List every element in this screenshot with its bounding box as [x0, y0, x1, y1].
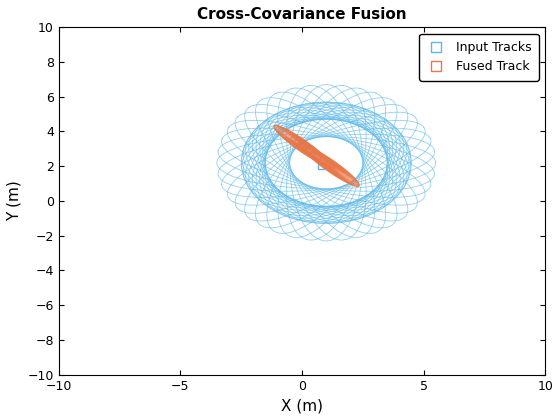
- Input Tracks: [432, 160, 439, 165]
- Fused Track: [300, 144, 307, 149]
- Legend: Input Tracks, Fused Track: Input Tracks, Fused Track: [419, 34, 539, 81]
- Fused Track: [300, 144, 307, 149]
- Fused Track: [297, 142, 304, 147]
- Fused Track: [298, 143, 305, 148]
- Input Tracks: [309, 186, 315, 191]
- Input Tracks: [323, 186, 329, 192]
- Input Tracks: [235, 145, 242, 150]
- Input Tracks: [249, 179, 255, 184]
- X-axis label: X (m): X (m): [281, 398, 323, 413]
- Input Tracks: [403, 142, 409, 147]
- Fused Track: [298, 142, 305, 147]
- Fused Track: [298, 143, 305, 148]
- Y-axis label: Y (m): Y (m): [7, 181, 22, 221]
- Input Tracks: [271, 137, 278, 142]
- Input Tracks: [432, 160, 439, 165]
- Line: Fused Track: Fused Track: [301, 144, 304, 147]
- Fused Track: [300, 144, 306, 149]
- Title: Cross-Covariance Fusion: Cross-Covariance Fusion: [197, 7, 407, 22]
- Fused Track: [297, 142, 304, 147]
- Input Tracks: [305, 186, 312, 191]
- Line: Input Tracks: Input Tracks: [217, 136, 436, 189]
- Input Tracks: [323, 134, 329, 139]
- Fused Track: [297, 142, 304, 147]
- Fused Track: [300, 144, 307, 149]
